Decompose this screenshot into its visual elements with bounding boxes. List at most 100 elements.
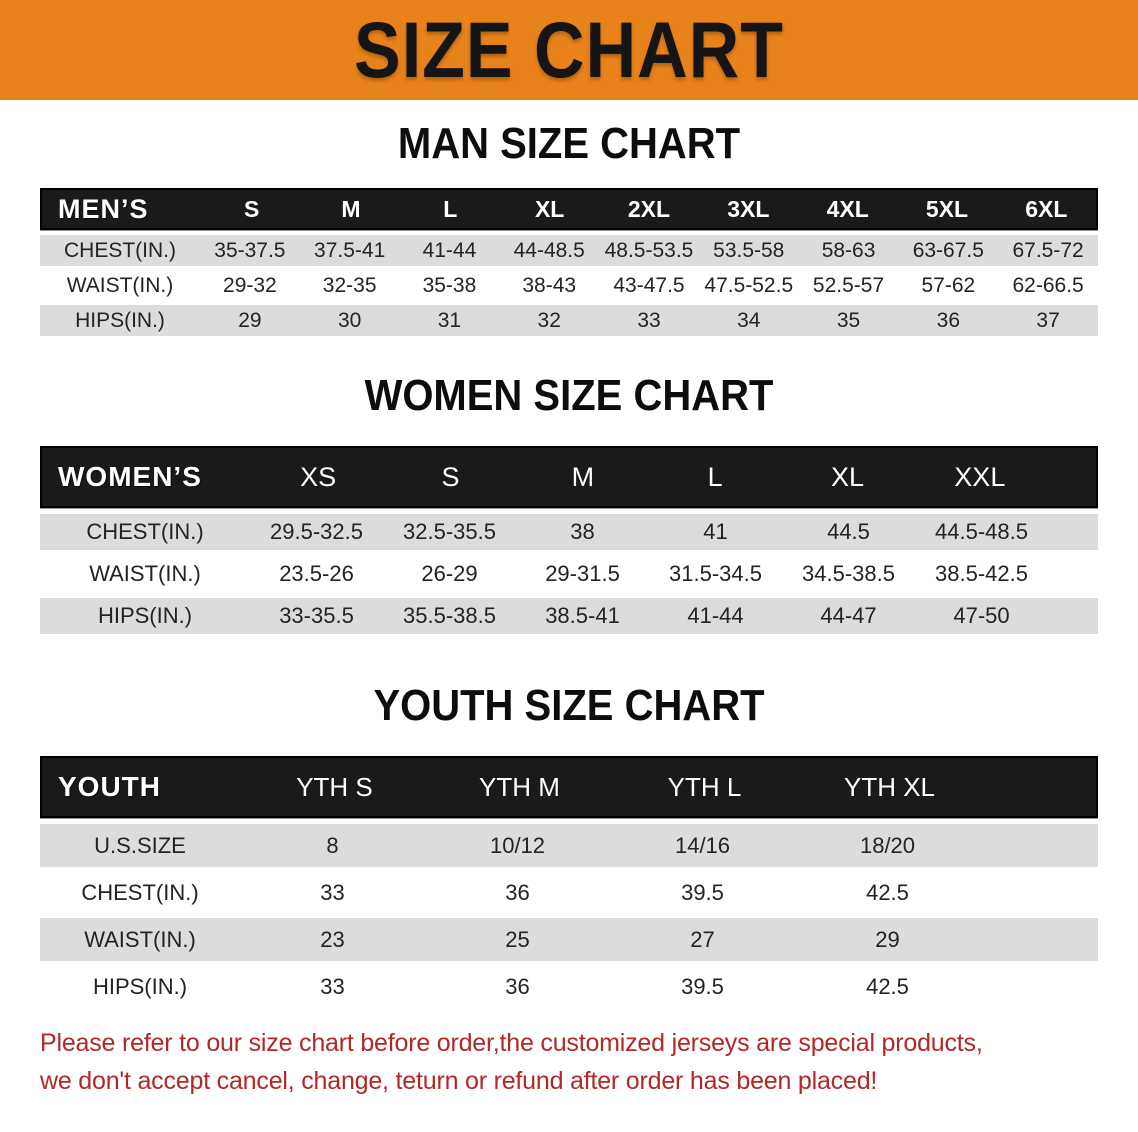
table-row: HIPS(IN.) 33 36 39.5 42.5 <box>40 965 1098 1008</box>
table-cell: 62-66.5 <box>1012 273 1084 297</box>
disclaimer-line: Please refer to our size chart before or… <box>40 1029 983 1057</box>
table-cell: 10/12 <box>489 832 546 858</box>
table-cell: 29-31.5 <box>545 561 620 586</box>
table-row: HIPS(IN.) 33-35.5 35.5-38.5 38.5-41 41-44 44-… <box>40 598 1098 634</box>
column-header: S <box>243 195 260 222</box>
table-cell: 33 <box>320 879 345 905</box>
table-cell: 42.5 <box>866 879 909 905</box>
column-header: YTH L <box>667 771 742 802</box>
table-cell: 33 <box>320 973 345 999</box>
row-label: WAIST(IN.) <box>66 273 174 297</box>
column-header: XXL <box>954 461 1006 492</box>
column-header: L <box>707 461 723 492</box>
column-header: 2XL <box>627 195 671 222</box>
table-title-cell: MEN’S <box>58 193 149 224</box>
row-label: CHEST(IN.) <box>64 238 176 262</box>
table-cell: 58-63 <box>821 238 876 262</box>
table-cell: 36 <box>505 879 530 905</box>
column-header: 4XL <box>826 195 869 222</box>
table-cell: 35-37.5 <box>214 238 286 262</box>
table-row: WAIST(IN.) 23.5-26 26-29 29-31.5 31.5-34.5 34… <box>40 556 1098 592</box>
table-cell: 41 <box>703 519 728 544</box>
table-cell: 23.5-26 <box>279 561 354 586</box>
table-cell: 37 <box>1036 308 1060 332</box>
table-cell: 42.5 <box>866 973 909 999</box>
table-cell: 32 <box>537 308 561 332</box>
table-cell: 38.5-42.5 <box>935 561 1028 586</box>
row-label: HIPS(IN.) <box>92 973 188 999</box>
disclaimer-line: we don't accept cancel, change, teturn o… <box>40 1067 878 1095</box>
table-cell: 47-50 <box>953 603 1010 628</box>
table-row: CHEST(IN.) 35-37.5 37.5-41 41-44 44-48.5 48.5… <box>40 235 1098 266</box>
women-size-table: WOMEN’S XS S M L XL XXL CHEST(IN.) 29.5-32.5 32.5… <box>40 446 1098 634</box>
table-cell: 26-29 <box>421 561 478 586</box>
table-cell: 31 <box>437 308 462 332</box>
column-header: YTH M <box>479 771 560 802</box>
table-header-row: WOMEN’S XS S M L XL XXL <box>40 446 1098 508</box>
table-cell: 34 <box>737 308 761 332</box>
women-chart-heading: WOMEN SIZE CHART <box>364 372 774 420</box>
table-row: HIPS(IN.) 29 30 31 32 33 34 35 36 37 <box>40 305 1098 336</box>
table-cell: 29.5-32.5 <box>270 519 363 544</box>
row-label: WAIST(IN.) <box>89 561 201 586</box>
table-cell: 29 <box>238 308 262 332</box>
table-cell: 36 <box>936 308 960 332</box>
table-row: CHEST(IN.) 33 36 39.5 42.5 <box>40 871 1098 914</box>
youth-size-table: YOUTH YTH S YTH M YTH L YTH XL U.S.SIZE 8 10/12… <box>40 756 1098 1008</box>
column-header: XS <box>300 461 337 492</box>
table-cell: 18/20 <box>859 832 916 858</box>
table-cell: 32-35 <box>322 273 377 297</box>
table-cell: 38 <box>570 519 595 544</box>
table-cell: 44.5-48.5 <box>935 519 1028 544</box>
table-cell: 44.5 <box>827 519 870 544</box>
banner-title: SIZE CHART <box>354 6 784 94</box>
column-header: XL <box>830 461 864 492</box>
table-cell: 32.5-35.5 <box>403 519 496 544</box>
table-cell: 37.5-41 <box>314 238 386 262</box>
column-header: S <box>441 461 460 492</box>
column-header: M <box>341 195 361 222</box>
column-header: YTH XL <box>843 771 936 802</box>
column-header: XL <box>534 195 565 222</box>
column-header: 5XL <box>925 195 969 222</box>
table-cell: 23 <box>320 926 345 952</box>
table-cell: 35-38 <box>422 273 477 297</box>
youth-chart-heading: YOUTH SIZE CHART <box>373 682 765 730</box>
row-label: HIPS(IN.) <box>97 603 193 628</box>
table-cell: 38.5-41 <box>545 603 620 628</box>
table-cell: 48.5-53.5 <box>604 238 694 262</box>
table-cell: 47.5-52.5 <box>704 273 794 297</box>
table-cell: 27 <box>690 926 715 952</box>
table-cell: 30 <box>337 308 362 332</box>
table-row: WAIST(IN.) 23 25 27 29 <box>40 918 1098 961</box>
table-cell: 31.5-34.5 <box>669 561 762 586</box>
table-cell: 33 <box>637 308 661 332</box>
table-cell: 43-47.5 <box>613 273 685 297</box>
table-cell: 35 <box>836 308 861 332</box>
column-header: L <box>443 195 458 222</box>
table-cell: 53.5-58 <box>713 238 785 262</box>
table-cell: 36 <box>505 973 530 999</box>
column-header: 3XL <box>727 195 770 222</box>
column-header: 6XL <box>1025 195 1068 222</box>
table-cell: 63-67.5 <box>912 238 984 262</box>
table-cell: 33-35.5 <box>279 603 354 628</box>
table-cell: 29 <box>875 926 900 952</box>
men-chart-heading: MAN SIZE CHART <box>397 120 741 168</box>
table-cell: 67.5-72 <box>1012 238 1084 262</box>
column-header: YTH S <box>296 771 373 802</box>
row-label: HIPS(IN.) <box>75 308 165 332</box>
table-cell: 41-44 <box>422 238 477 262</box>
men-size-table: MEN’S S M L XL 2XL 3XL 4XL 5XL 6XL CHEST(IN.) 35-37… <box>40 188 1098 336</box>
table-cell: 39.5 <box>681 973 724 999</box>
row-label: U.S.SIZE <box>94 832 186 858</box>
table-cell: 57-62 <box>921 273 976 297</box>
table-cell: 34.5-38.5 <box>802 561 895 586</box>
table-header-row: YOUTH YTH S YTH M YTH L YTH XL <box>40 756 1098 818</box>
table-cell: 44-48.5 <box>513 238 585 262</box>
table-cell: 35.5-38.5 <box>403 603 496 628</box>
table-cell: 44-47 <box>820 603 877 628</box>
row-label: CHEST(IN.) <box>86 519 204 544</box>
table-row: WAIST(IN.) 29-32 32-35 35-38 38-43 43-47.5 47.… <box>40 270 1098 301</box>
table-cell: 41-44 <box>687 603 744 628</box>
